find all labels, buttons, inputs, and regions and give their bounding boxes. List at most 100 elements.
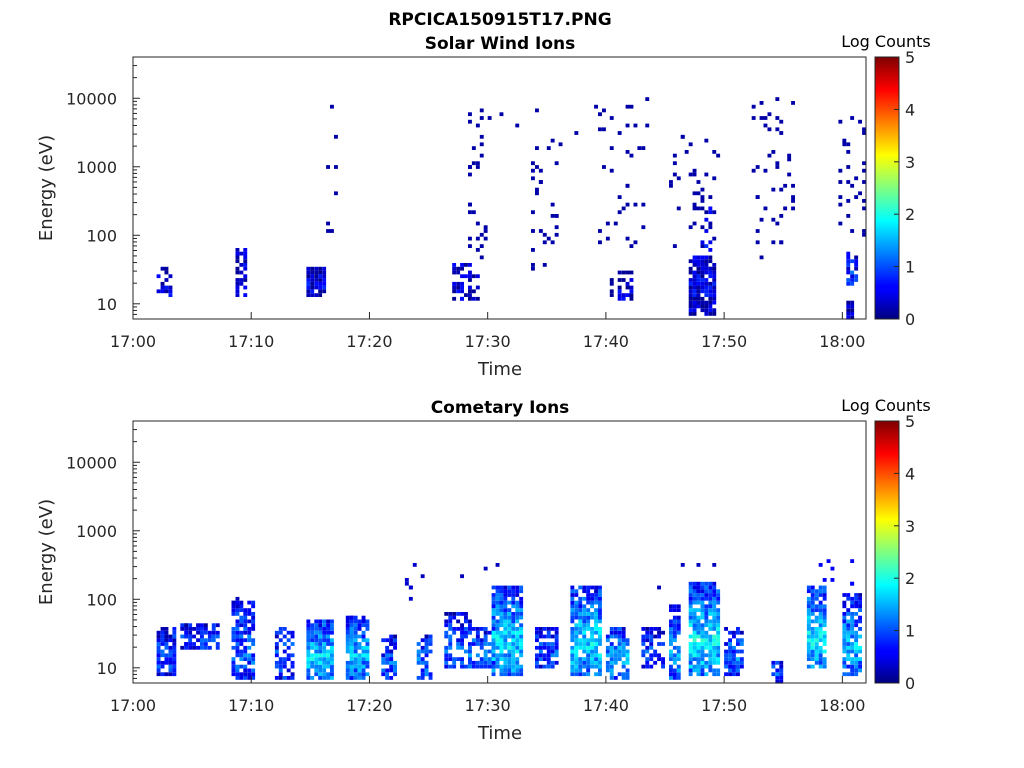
heatmap-cell xyxy=(211,630,216,635)
colorbar-tick-label: 3 xyxy=(905,517,915,536)
heatmap-cell xyxy=(349,676,354,680)
heatmap-cell xyxy=(763,168,768,173)
heatmap-cell xyxy=(590,638,594,643)
heatmap-cell xyxy=(692,634,697,639)
heatmap-cell xyxy=(688,289,693,294)
heatmap-cell xyxy=(846,638,851,643)
heatmap-cell xyxy=(850,612,855,616)
heatmap-cell xyxy=(739,649,744,654)
heatmap-cell xyxy=(231,638,236,643)
heatmap-cell xyxy=(326,634,330,639)
heatmap-cell xyxy=(771,240,776,245)
y-tick-label: 10000 xyxy=(66,453,117,472)
heatmap-cell xyxy=(605,638,610,643)
heatmap-cell xyxy=(290,660,295,665)
heatmap-cell xyxy=(278,672,283,677)
heatmap-cell xyxy=(700,608,705,612)
heatmap-cell xyxy=(850,312,855,316)
heatmap-cell xyxy=(578,638,583,643)
heatmap-cell xyxy=(692,255,697,260)
heatmap-cell xyxy=(850,116,855,120)
heatmap-cell xyxy=(483,638,488,643)
heatmap-cell xyxy=(700,657,705,661)
heatmap-cell xyxy=(499,630,504,635)
heatmap-cell xyxy=(649,634,654,639)
heatmap-cell xyxy=(491,593,496,597)
heatmap-cell xyxy=(688,653,693,658)
heatmap-cell xyxy=(424,653,429,658)
heatmap-cell xyxy=(625,123,630,128)
heatmap-cell xyxy=(468,236,472,241)
heatmap-cell xyxy=(700,593,705,597)
heatmap-cell xyxy=(692,270,697,275)
heatmap-cell xyxy=(318,672,323,677)
heatmap-cell xyxy=(444,649,449,654)
heatmap-cell xyxy=(724,672,728,677)
heatmap-cell xyxy=(590,596,594,601)
heatmap-cell xyxy=(381,672,386,677)
heatmap-cell xyxy=(641,146,646,150)
heatmap-cell xyxy=(625,660,630,665)
heatmap-cell xyxy=(582,623,587,628)
heatmap-cell xyxy=(503,668,508,673)
heatmap-cell xyxy=(538,645,543,650)
heatmap-cell xyxy=(318,660,323,665)
heatmap-cell xyxy=(688,285,693,290)
heatmap-cell xyxy=(688,585,693,590)
heatmap-cell xyxy=(763,206,768,211)
heatmap-cell xyxy=(330,653,334,658)
heatmap-cell xyxy=(810,619,815,624)
heatmap-cell xyxy=(499,672,504,677)
heatmap-cell xyxy=(676,604,681,609)
heatmap-cell xyxy=(688,615,693,620)
heatmap-cell xyxy=(172,657,177,661)
heatmap-cell xyxy=(708,660,713,665)
heatmap-cell xyxy=(586,608,591,612)
heatmap-cell xyxy=(570,645,575,650)
heatmap-cell xyxy=(326,627,330,631)
heatmap-cell xyxy=(700,623,705,628)
heatmap-cell xyxy=(822,585,827,590)
heatmap-cell xyxy=(688,649,693,654)
heatmap-cell xyxy=(712,653,717,658)
heatmap-cell xyxy=(810,612,815,616)
heatmap-cell xyxy=(570,600,575,605)
heatmap-cell xyxy=(696,180,701,184)
heatmap-cell xyxy=(306,627,311,631)
heatmap-cell xyxy=(598,589,602,594)
heatmap-cell xyxy=(818,600,823,605)
y-tick-label: 10000 xyxy=(66,89,117,108)
heatmap-cell xyxy=(452,263,457,267)
heatmap-cell xyxy=(578,627,583,631)
heatmap-cell xyxy=(609,657,614,661)
heatmap-cell xyxy=(818,638,823,643)
heatmap-cell xyxy=(515,642,520,646)
heatmap-cell xyxy=(854,672,859,677)
heatmap-cell xyxy=(669,608,673,612)
heatmap-cell xyxy=(444,634,449,639)
heatmap-cell xyxy=(708,225,713,230)
heatmap-cell xyxy=(495,653,500,658)
heatmap-cell xyxy=(499,668,504,673)
heatmap-cell xyxy=(207,638,212,643)
heatmap-cell xyxy=(282,627,287,631)
heatmap-cell xyxy=(499,664,504,669)
heatmap-cell xyxy=(416,642,421,646)
heatmap-cell xyxy=(483,229,488,233)
heatmap-cell xyxy=(531,263,535,267)
heatmap-cell xyxy=(716,657,721,661)
heatmap-cell xyxy=(330,676,334,680)
heatmap-cell xyxy=(314,645,319,650)
heatmap-cell xyxy=(590,593,594,597)
heatmap-cell xyxy=(314,672,319,677)
heatmap-cell xyxy=(231,672,236,677)
heatmap-cell xyxy=(570,634,575,639)
heatmap-cell xyxy=(708,221,713,226)
heatmap-cell xyxy=(448,627,453,631)
heatmap-cell xyxy=(605,221,610,226)
heatmap-cell xyxy=(503,600,508,605)
heatmap-cell xyxy=(345,676,350,680)
heatmap-cell xyxy=(692,168,697,173)
heatmap-cell xyxy=(700,612,705,616)
heatmap-cell xyxy=(456,657,461,661)
